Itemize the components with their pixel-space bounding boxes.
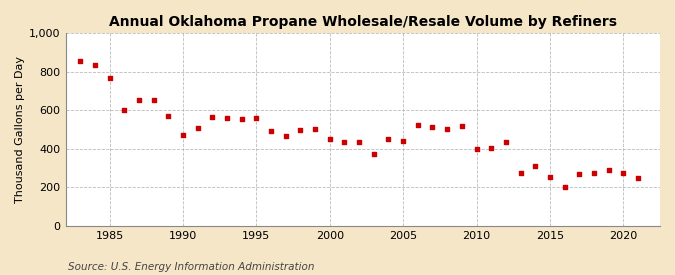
Point xyxy=(500,140,511,144)
Text: Source: U.S. Energy Information Administration: Source: U.S. Energy Information Administ… xyxy=(68,262,314,272)
Point xyxy=(251,116,262,120)
Title: Annual Oklahoma Propane Wholesale/Resale Volume by Refiners: Annual Oklahoma Propane Wholesale/Resale… xyxy=(109,15,617,29)
Point xyxy=(148,98,159,103)
Point xyxy=(178,133,188,138)
Point xyxy=(354,140,364,144)
Point xyxy=(207,115,218,119)
Y-axis label: Thousand Gallons per Day: Thousand Gallons per Day xyxy=(15,56,25,203)
Point xyxy=(545,175,556,179)
Point xyxy=(383,137,394,141)
Point xyxy=(574,172,585,176)
Point xyxy=(236,117,247,121)
Point xyxy=(412,122,423,127)
Point xyxy=(280,134,291,138)
Point xyxy=(310,127,321,132)
Point xyxy=(632,175,643,180)
Point xyxy=(427,125,438,130)
Point xyxy=(456,123,467,128)
Point xyxy=(589,170,599,175)
Point xyxy=(486,145,497,150)
Point xyxy=(339,140,350,144)
Point xyxy=(325,137,335,141)
Point xyxy=(221,116,232,120)
Point xyxy=(75,59,86,63)
Point xyxy=(119,108,130,112)
Point xyxy=(104,76,115,81)
Point xyxy=(163,114,173,118)
Point xyxy=(530,164,541,168)
Point xyxy=(90,63,101,67)
Point xyxy=(192,126,203,131)
Point xyxy=(398,139,408,143)
Point xyxy=(295,128,306,133)
Point xyxy=(559,185,570,189)
Point xyxy=(134,98,144,103)
Point xyxy=(471,147,482,151)
Point xyxy=(618,170,628,175)
Point xyxy=(441,127,452,132)
Point xyxy=(515,170,526,175)
Point xyxy=(266,129,277,134)
Point xyxy=(369,151,379,156)
Point xyxy=(603,168,614,172)
